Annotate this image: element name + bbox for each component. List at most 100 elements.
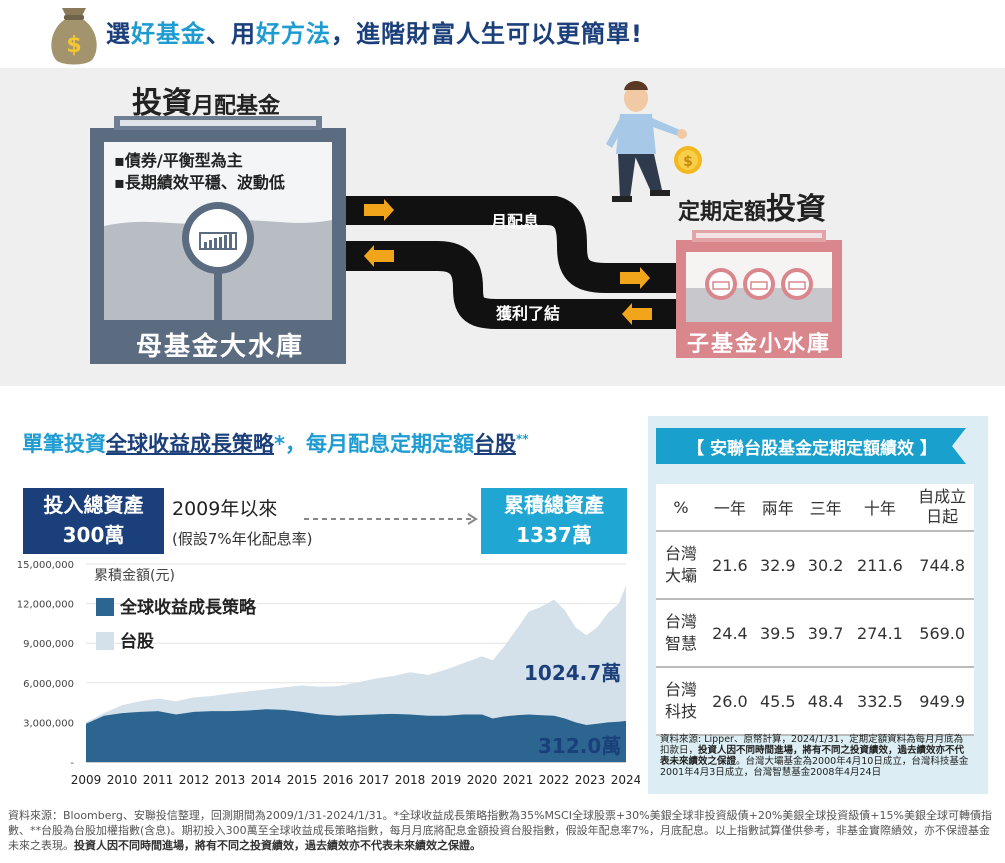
headline-part: 、用 [206, 20, 256, 48]
fund-name-cell: 台灣 科技 [656, 667, 706, 736]
table-header-row: % 一年 兩年 三年 十年 自成立 日起 [656, 484, 974, 532]
fund-name-cell: 台灣 智慧 [656, 599, 706, 668]
table-cell: 30.2 [801, 531, 850, 600]
x-tick-label: 2012 [179, 773, 210, 787]
svg-text:$: $ [66, 33, 81, 58]
table-header-cell: 一年 [706, 484, 754, 532]
assumption-label: (假設7%年化配息率) [172, 530, 313, 548]
performance-panel: 【 安聯台股基金定期定額績效 】 % 一年 兩年 三年 十年 自成立 日起 台灣大… [648, 416, 988, 794]
y-tick-label: - [70, 758, 74, 769]
table-cell: 48.4 [801, 667, 850, 736]
accumulated-assets-box: 累積總資產 1337萬 [481, 488, 627, 554]
y-tick-label: 12,000,000 [17, 600, 74, 611]
legend-swatch-taiex [96, 632, 114, 650]
table-cell: 21.6 [706, 531, 754, 600]
arrow-right-icon [620, 267, 650, 289]
y-tick-label: 6,000,000 [23, 679, 74, 690]
chart-icon [705, 268, 737, 300]
table-cell: 211.6 [849, 531, 911, 600]
table-cell: 24.4 [706, 599, 754, 668]
accumulated-amount-chart: 15,000,000 12,000,000 9,000,000 6,000,000 3,… [17, 560, 640, 787]
table-header-cell: 兩年 [753, 484, 802, 532]
x-tick-label: 2021 [503, 773, 534, 787]
headline-part: ，進階財富人生可以更簡單! [331, 20, 643, 48]
dashed-arrow-icon [304, 513, 478, 525]
fund-name-cell: 台灣 大壩 [656, 531, 706, 600]
table-header-cell: 十年 [849, 484, 911, 532]
table-cell: 274.1 [849, 599, 911, 668]
y-tick-label: 15,000,000 [17, 560, 74, 571]
pipe-label-profit-taking: 獲利了結 [495, 304, 560, 323]
since-label: 2009年以來 [172, 498, 278, 520]
table-header-cell: % [656, 484, 706, 532]
mother-reservoir-tank [90, 116, 346, 364]
chart-icon [743, 268, 775, 300]
x-tick-label: 2022 [539, 773, 570, 787]
chart-icon [781, 268, 813, 300]
x-axis-ticks: 2009 2010 2011 2012 2013 2014 2015 2016 2017 2018… [71, 773, 640, 787]
x-tick-label: 2010 [107, 773, 138, 787]
table-cell: 39.7 [801, 599, 850, 668]
arrow-left-icon [622, 303, 652, 325]
x-tick-label: 2013 [215, 773, 246, 787]
headline-part: 選 [106, 20, 131, 48]
page-header: $ 選好基金、用好方法，進階財富人生可以更簡單! [0, 0, 1005, 68]
table-cell: 332.5 [849, 667, 911, 736]
businessman-icon: $ [606, 81, 702, 202]
table-banner [656, 428, 966, 464]
y-axis-ticks: 15,000,000 12,000,000 9,000,000 6,000,000 3,… [17, 560, 75, 769]
strategy-value-annotation: 312.0萬 [538, 734, 621, 758]
flow-pipes [346, 196, 680, 329]
table-cell: 26.0 [706, 667, 754, 736]
bullet-item: ▪債券/平衡型為主 [114, 151, 243, 170]
table-cell: 744.8 [910, 531, 974, 600]
x-tick-label: 2011 [143, 773, 174, 787]
x-tick-label: 2015 [287, 773, 318, 787]
x-tick-label: 2020 [467, 773, 498, 787]
mother-fund-title: 投資月配基金 [132, 86, 281, 121]
legend-label-strategy: 全球收益成長策略 [119, 597, 257, 618]
table-header-cell: 自成立 日起 [910, 484, 974, 532]
bullet-item: ▪長期績效平穩、波動低 [114, 173, 285, 192]
table-cell: 32.9 [753, 531, 802, 600]
headline-highlight: 好基金 [131, 20, 206, 48]
y-axis-label: 累積金額(元) [94, 568, 175, 584]
child-reservoir-tank [676, 230, 842, 358]
x-tick-label: 2019 [431, 773, 462, 787]
performance-table: % 一年 兩年 三年 十年 自成立 日起 台灣 大壩 21.6 32.9 30.2 … [656, 484, 974, 736]
x-tick-label: 2017 [359, 773, 390, 787]
legend-swatch-strategy [96, 598, 114, 616]
svg-text:$: $ [683, 154, 693, 170]
reservoir-illustration: 投資月配基金 ▪債券/平衡型為主 ▪長期績效平穩、波動低 母基金大水庫 月配息 … [0, 68, 1005, 386]
mother-fund-label: 母基金大水庫 [135, 332, 304, 362]
headline-highlight: 好方法 [256, 20, 331, 48]
x-tick-label: 2016 [323, 773, 354, 787]
table-cell: 39.5 [753, 599, 802, 668]
legend-label-taiex: 台股 [120, 631, 154, 652]
x-tick-label: 2023 [575, 773, 606, 787]
headline: 選好基金、用好方法，進階財富人生可以更簡單! [106, 14, 643, 49]
money-bag-icon: $ [51, 8, 97, 65]
x-tick-label: 2009 [71, 773, 102, 787]
chart-areas [86, 585, 626, 762]
y-tick-label: 3,000,000 [23, 718, 74, 729]
pipe-label-dividend: 月配息 [490, 212, 539, 231]
strategy-subtitle: 單筆投資全球收益成長策略*，每月配息定期定額台股** [22, 432, 529, 456]
child-fund-title: 定期定額投資 [678, 192, 827, 227]
table-footnote: 資料來源: Lipper、原幣計算，2024/1/31，定期定額資料為每月月底為… [660, 734, 969, 778]
table-row: 台灣 智慧 24.4 39.5 39.7 274.1 569.0 [656, 599, 974, 668]
table-cell: 949.9 [910, 667, 974, 736]
x-tick-label: 2024 [611, 773, 640, 787]
mother-fund-bullets: ▪債券/平衡型為主 ▪長期績效平穩、波動低 [114, 150, 285, 194]
strategy-area-series [86, 709, 626, 762]
table-banner-text: 【 安聯台股基金定期定額績效 】 [687, 439, 937, 459]
x-tick-label: 2018 [395, 773, 426, 787]
initial-investment-box: 投入總資產 300萬 [23, 488, 164, 554]
table-row: 台灣 科技 26.0 45.5 48.4 332.5 949.9 [656, 667, 974, 736]
table-cell: 569.0 [910, 599, 974, 668]
taiex-value-annotation: 1024.7萬 [524, 661, 621, 685]
x-tick-label: 2014 [251, 773, 282, 787]
child-fund-label: 子基金小水庫 [686, 332, 831, 357]
table-row: 台灣 大壩 21.6 32.9 30.2 211.6 744.8 [656, 531, 974, 600]
y-tick-label: 9,000,000 [23, 639, 74, 650]
